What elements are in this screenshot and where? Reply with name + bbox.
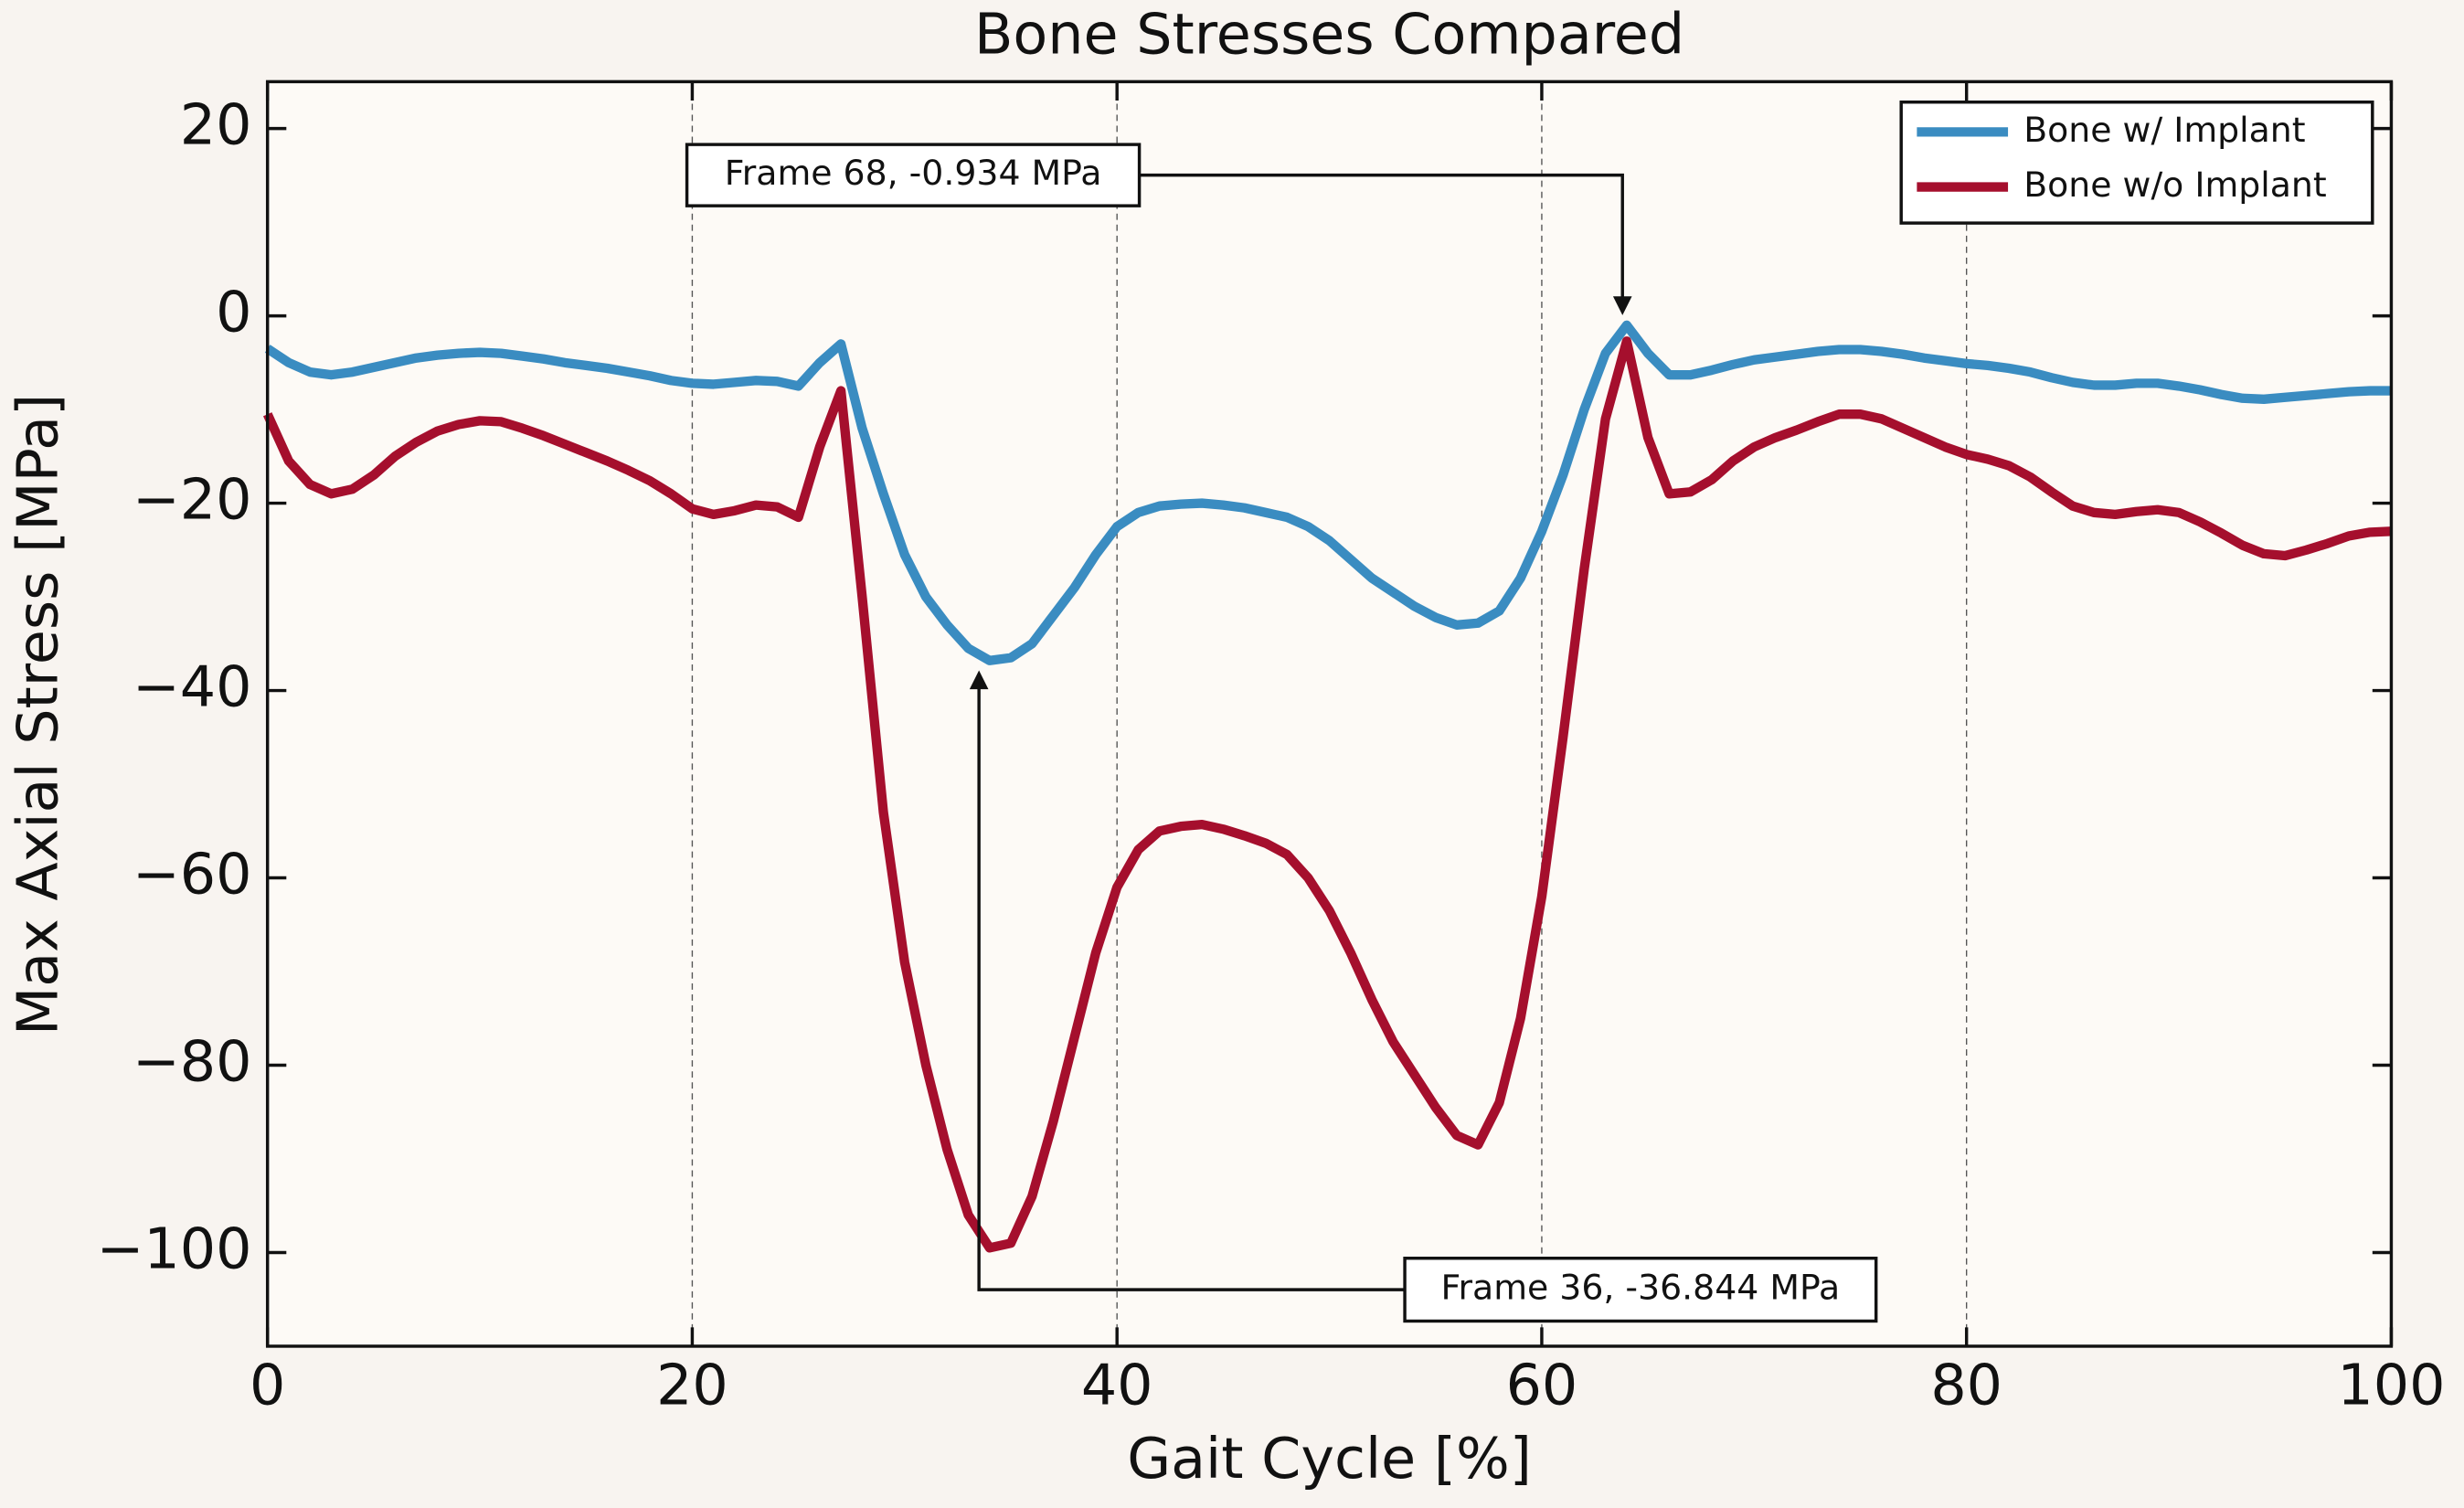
legend-label: Bone w/o Implant — [2023, 165, 2326, 205]
plot-area — [267, 81, 2392, 1346]
x-tick-label: 40 — [1081, 1352, 1153, 1418]
annotation-arrow — [977, 685, 1406, 1291]
x-tick-label: 100 — [2337, 1352, 2445, 1418]
x-tick-label: 60 — [1506, 1352, 1578, 1418]
y-tick-label: −20 — [133, 467, 252, 533]
annotation-text: Frame 36, -36.844 MPa — [1441, 1268, 1841, 1308]
chart-title: Bone Stresses Compared — [974, 1, 1684, 67]
y-tick-label: −40 — [133, 654, 252, 720]
legend-label: Bone w/ Implant — [2023, 110, 2305, 150]
y-tick-label: −60 — [133, 842, 252, 908]
y-axis-label: Max Axial Stress [MPa] — [5, 394, 70, 1035]
annotation-box — [685, 143, 1142, 207]
x-tick-label: 0 — [250, 1352, 285, 1418]
arrow-head — [969, 670, 989, 690]
y-tick-label: 0 — [216, 280, 251, 345]
x-axis-label: Gait Cycle [%] — [1127, 1426, 1532, 1492]
y-tick-label: −100 — [97, 1216, 252, 1282]
x-tick-label: 80 — [1930, 1352, 2002, 1418]
y-tick-label: −80 — [133, 1029, 252, 1095]
y-tick-label: 20 — [180, 92, 252, 158]
annotation-box — [1403, 1257, 1878, 1323]
annotation-text: Frame 68, -0.934 MPa — [725, 153, 1102, 193]
legend-box — [1899, 101, 2374, 225]
arrow-head — [1612, 296, 1632, 315]
line-series — [262, 336, 2392, 1253]
line-series — [264, 320, 2392, 665]
annotation-arrow — [1139, 173, 1624, 300]
plot-frame — [265, 80, 2394, 1348]
x-tick-label: 20 — [656, 1352, 728, 1418]
